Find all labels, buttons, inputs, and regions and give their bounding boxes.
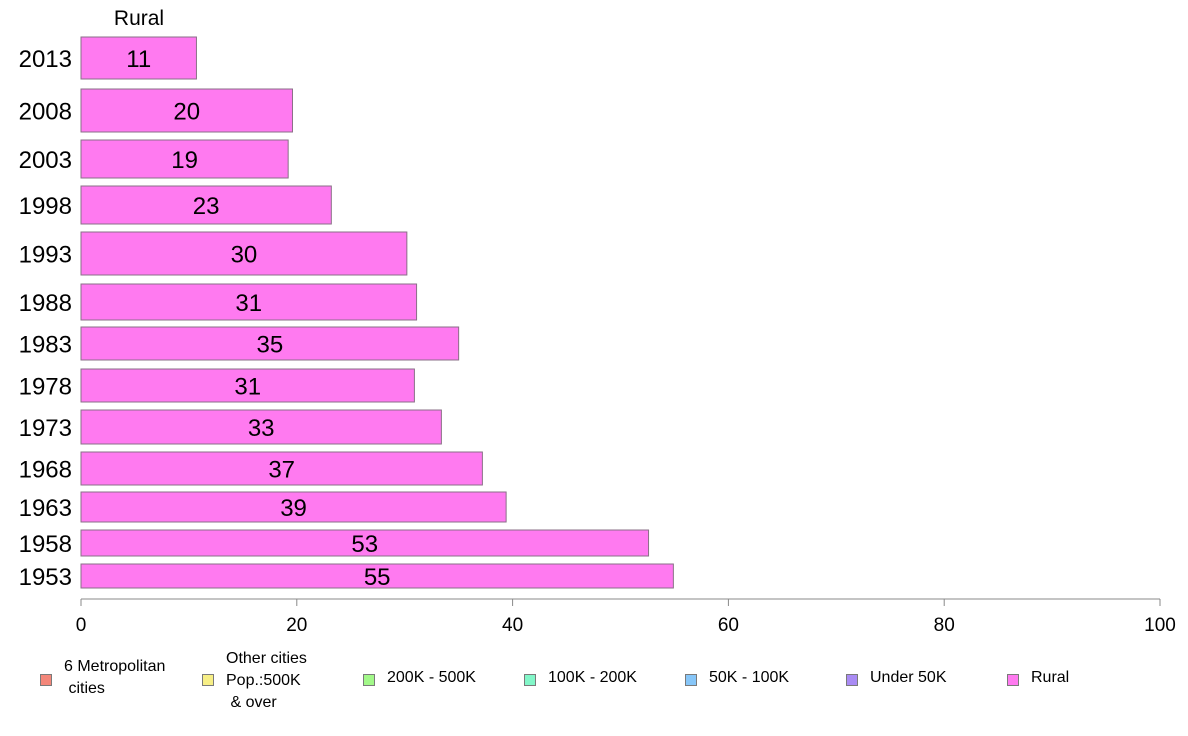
- y-tick-label: 1983: [19, 332, 72, 359]
- bar-segment: [80, 231, 408, 276]
- chart-svg: Rural 2013 11 2008 20 2003 19 1998 23 1993 30 1988 3…: [19, 7, 1176, 636]
- bar-segment: [80, 491, 507, 523]
- bar-value-label: 39: [280, 495, 307, 522]
- legend-label: Under 50K: [870, 669, 947, 686]
- y-tick-label: 1968: [19, 457, 72, 484]
- chart-title: Rural: [114, 7, 164, 30]
- bar-segment: [80, 529, 650, 557]
- bar-segment: [80, 326, 460, 361]
- bar-segment: [80, 368, 415, 403]
- legend-item: Under 50K: [846, 667, 947, 689]
- chart-area: Rural 2013 11 2008 20 2003 19 1998 23 1993 30 1988 3…: [19, 7, 1176, 636]
- legend-label: 50K - 100K: [709, 669, 790, 686]
- y-tick-label: 2003: [19, 147, 72, 174]
- legend-item: Rural: [1007, 667, 1069, 689]
- bar-value-label: 11: [126, 46, 151, 73]
- bar-value-label: 20: [173, 99, 200, 126]
- bar-value-label: 37: [268, 457, 295, 484]
- legend-item: 50K - 100K: [685, 667, 789, 689]
- legend-swatch: [524, 674, 536, 686]
- bar-value-label: 30: [231, 242, 258, 269]
- y-tick-label: 1973: [19, 415, 72, 442]
- y-tick-label: 1978: [19, 374, 72, 401]
- legend-swatch: [40, 674, 52, 686]
- bar-segment: [80, 139, 289, 179]
- bar-value-label: 35: [256, 332, 283, 359]
- bar-segment: [80, 451, 483, 486]
- y-tick-label: 2008: [19, 99, 72, 126]
- bar-value-label: 31: [234, 374, 261, 401]
- legend-swatch: [1007, 674, 1019, 686]
- legend-swatch: [363, 674, 375, 686]
- legend-label: Rural: [1031, 669, 1070, 686]
- bar-value-label: 55: [364, 564, 391, 591]
- legend-label: 200K - 500K: [387, 669, 476, 686]
- bar-segment: [80, 409, 442, 445]
- bar-segment: [80, 563, 674, 589]
- legend: 6 Metropolitan cities Other cities Pop.:5…: [0, 648, 1188, 728]
- x-tick-label: 20: [286, 615, 307, 636]
- bar-segment: [80, 36, 197, 80]
- legend-swatch: [202, 674, 214, 686]
- bar-value-label: 23: [193, 193, 220, 220]
- x-tick-label: 80: [934, 615, 955, 636]
- legend-label: 100K - 200K: [548, 669, 637, 686]
- y-tick-label: 1988: [19, 290, 72, 317]
- legend-label: 6 Metropolitan cities: [64, 658, 166, 697]
- x-tick-label: 0: [76, 615, 87, 636]
- y-tick-label: 1953: [19, 564, 72, 591]
- legend-label: Other cities Pop.:500K & over: [226, 650, 307, 711]
- x-tick-label: 40: [502, 615, 523, 636]
- y-tick-label: 1958: [19, 531, 72, 558]
- y-tick-label: 1963: [19, 495, 72, 522]
- bar-value-label: 19: [171, 147, 198, 174]
- legend-swatch: [685, 674, 697, 686]
- bar-value-label: 53: [351, 531, 378, 558]
- bar-value-label: 33: [248, 415, 275, 442]
- bar-value-label: 31: [235, 290, 262, 317]
- legend-item: 6 Metropolitan cities: [40, 656, 165, 700]
- legend-item: Other cities Pop.:500K & over: [202, 648, 307, 714]
- bar-segment: [80, 185, 332, 225]
- x-tick-label: 100: [1144, 615, 1176, 636]
- y-tick-label: 2013: [19, 46, 72, 73]
- legend-swatch: [846, 674, 858, 686]
- bar-segment: [80, 283, 418, 321]
- bar-segment: [80, 88, 293, 133]
- legend-item: 100K - 200K: [524, 667, 637, 689]
- x-tick-label: 60: [718, 615, 739, 636]
- y-tick-label: 1993: [19, 242, 72, 269]
- legend-item: 200K - 500K: [363, 667, 476, 689]
- y-tick-label: 1998: [19, 193, 72, 220]
